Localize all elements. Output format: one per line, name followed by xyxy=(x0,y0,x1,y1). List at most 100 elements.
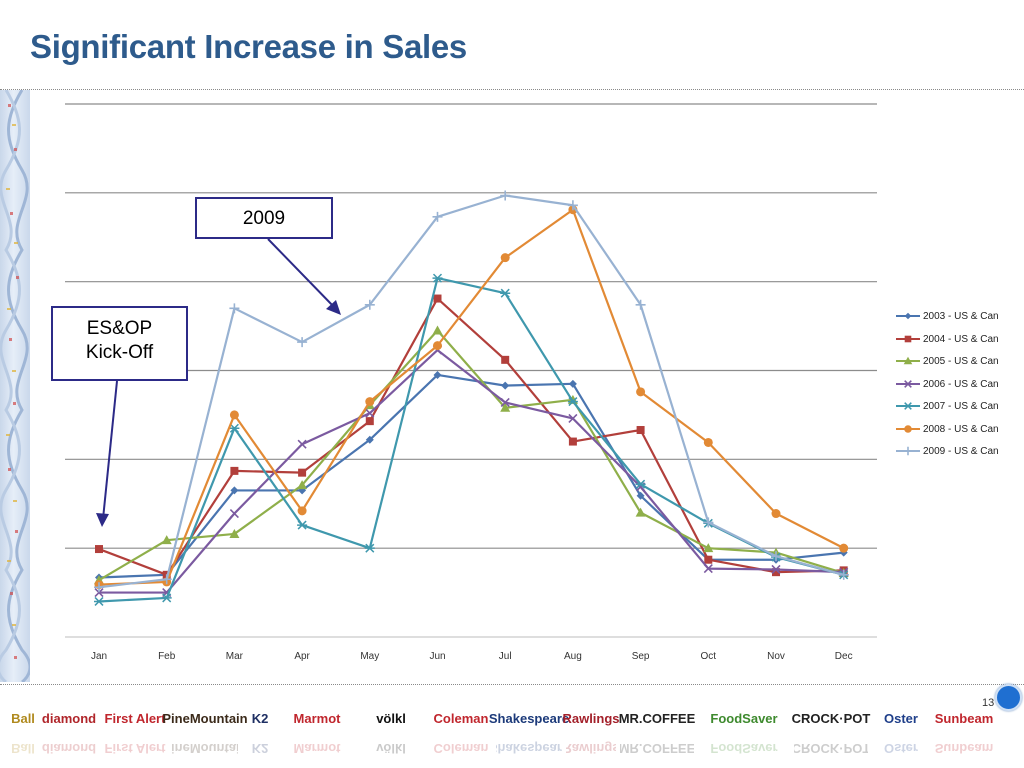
data-point xyxy=(161,574,172,585)
data-point xyxy=(903,402,913,410)
logo-coleman: Coleman Coleman xyxy=(430,700,492,757)
logo-reflection: Ball xyxy=(11,741,35,756)
data-point xyxy=(229,508,239,519)
data-point xyxy=(365,417,374,426)
logo-crock-pot: CROCK·POT CROCK·POT xyxy=(791,700,871,757)
x-tick-label: Mar xyxy=(226,651,244,662)
logo-text: Coleman xyxy=(433,710,489,726)
legend-label: 2007 - US & Can xyxy=(923,401,999,412)
dna-decoration-strip xyxy=(0,90,30,682)
logo-mr-coffee: MR.COFFEE MR.COFFEE xyxy=(618,700,696,757)
data-point xyxy=(95,545,103,554)
logo-text: Sunbeam xyxy=(934,710,994,726)
callout-esop-kickoff: ES&OP Kick-Off xyxy=(51,306,188,381)
logo-reflection: Rawlings xyxy=(566,741,616,756)
x-tick-label: Jul xyxy=(499,651,512,662)
data-point xyxy=(230,466,239,475)
data-point xyxy=(903,356,913,365)
data-point xyxy=(703,564,713,574)
data-point xyxy=(771,551,781,562)
logo-sunbeam: Sunbeam Sunbeam xyxy=(934,700,994,757)
logo-k2-sports: K2 K2 xyxy=(242,700,278,757)
logo-reflection: Oster xyxy=(884,741,918,756)
logo-reflection: PineMountain xyxy=(172,741,238,756)
logo-text: Shakespeare xyxy=(488,710,570,726)
legend-swatch xyxy=(896,379,920,388)
series-2009 xyxy=(94,190,849,593)
logo-text: MR.COFFEE xyxy=(618,710,696,726)
data-point xyxy=(297,439,307,449)
logo-text: PineMountain xyxy=(162,710,248,726)
logo-text: CROCK·POT xyxy=(791,710,871,726)
data-point xyxy=(567,200,578,211)
legend-item: 2008 - US & Can xyxy=(893,421,1024,444)
data-point xyxy=(500,288,511,298)
series-line xyxy=(98,208,845,586)
logo-first-alert: First Alert First Alert xyxy=(102,700,168,757)
chart-legend: 2003 - US & Can 2004 - US & Can 2005 - US … xyxy=(893,308,1024,466)
legend-swatch xyxy=(896,402,920,410)
logo-text: diamond xyxy=(41,710,97,726)
x-tick-label: Feb xyxy=(158,651,176,662)
logo-text: FoodSaver xyxy=(710,710,778,726)
logo-pine-mountain: PineMountain PineMountain xyxy=(162,700,247,757)
logo-reflection: Sunbeam xyxy=(934,741,994,756)
legend-label: 2009 - US & Can xyxy=(923,446,999,457)
data-point xyxy=(904,312,912,320)
logo-reflection: K2 xyxy=(251,741,269,756)
logo-text: Marmot xyxy=(293,710,341,726)
data-point xyxy=(229,423,240,433)
logo-reflection: Marmot xyxy=(293,741,341,756)
chart-series xyxy=(94,190,849,606)
legend-swatch xyxy=(896,335,920,342)
title-divider xyxy=(0,89,1024,90)
line-chart: Jan Feb Mar Apr May Jun Jul Aug Sep Oct Nov Dec xyxy=(65,103,877,662)
legend-item: 2006 - US & Can xyxy=(893,376,1024,399)
legend-label: 2004 - US & Can xyxy=(923,333,999,345)
data-point xyxy=(229,528,240,538)
logo-reflection: völkl xyxy=(376,741,406,756)
data-point xyxy=(432,211,443,222)
data-point xyxy=(161,535,172,545)
legend-item: 2003 - US & Can xyxy=(893,308,1024,331)
data-point xyxy=(297,506,307,516)
callout-arrows xyxy=(96,238,341,527)
data-point xyxy=(904,379,912,388)
data-point xyxy=(904,424,912,433)
logo-reflection: MR.COFFEE xyxy=(620,741,694,756)
arrow-2009 xyxy=(267,238,337,310)
brand-logo-bar: Ball Ball diamond diamond First Alert First A… xyxy=(10,700,1010,760)
logo-volkl: völkl völkl xyxy=(356,700,426,757)
legend-swatch xyxy=(896,312,920,320)
data-point xyxy=(771,564,781,575)
logo-shakespeare: Shakespeare Shakespeare xyxy=(489,700,569,757)
data-point xyxy=(501,355,510,364)
series-2007 xyxy=(94,273,849,606)
logo-marmot: Marmot Marmot xyxy=(282,700,352,757)
data-point xyxy=(297,520,308,530)
callout-2009: 2009 xyxy=(195,197,333,239)
legend-item: 2009 - US & Can xyxy=(893,443,1024,466)
legend-label: 2008 - US & Can xyxy=(923,423,999,435)
logo-ball: Ball Ball xyxy=(10,700,36,757)
data-point xyxy=(501,381,510,390)
page-indicator-dot xyxy=(995,684,1022,711)
legend-swatch xyxy=(896,446,920,456)
x-tick-label: Dec xyxy=(835,651,853,662)
logo-text: First Alert xyxy=(104,710,166,726)
x-axis-tick-labels: Jan Feb Mar Apr May Jun Jul Aug Sep Oct Nov Dec xyxy=(91,651,853,662)
legend-label: 2005 - US & Can xyxy=(923,356,999,367)
data-point xyxy=(364,299,375,310)
data-point xyxy=(838,569,849,580)
series-line xyxy=(98,194,844,589)
data-point xyxy=(297,480,308,490)
series-line xyxy=(98,277,844,603)
dna-helix-graphic xyxy=(0,90,30,682)
data-point xyxy=(636,426,645,435)
data-point xyxy=(704,555,713,564)
data-point xyxy=(365,397,375,407)
logo-foodsaver: FoodSaver FoodSaver xyxy=(698,700,790,757)
legend-label: 2006 - US & Can xyxy=(923,378,999,390)
x-tick-label: May xyxy=(360,651,379,662)
logo-diamond: diamond diamond xyxy=(40,700,98,757)
